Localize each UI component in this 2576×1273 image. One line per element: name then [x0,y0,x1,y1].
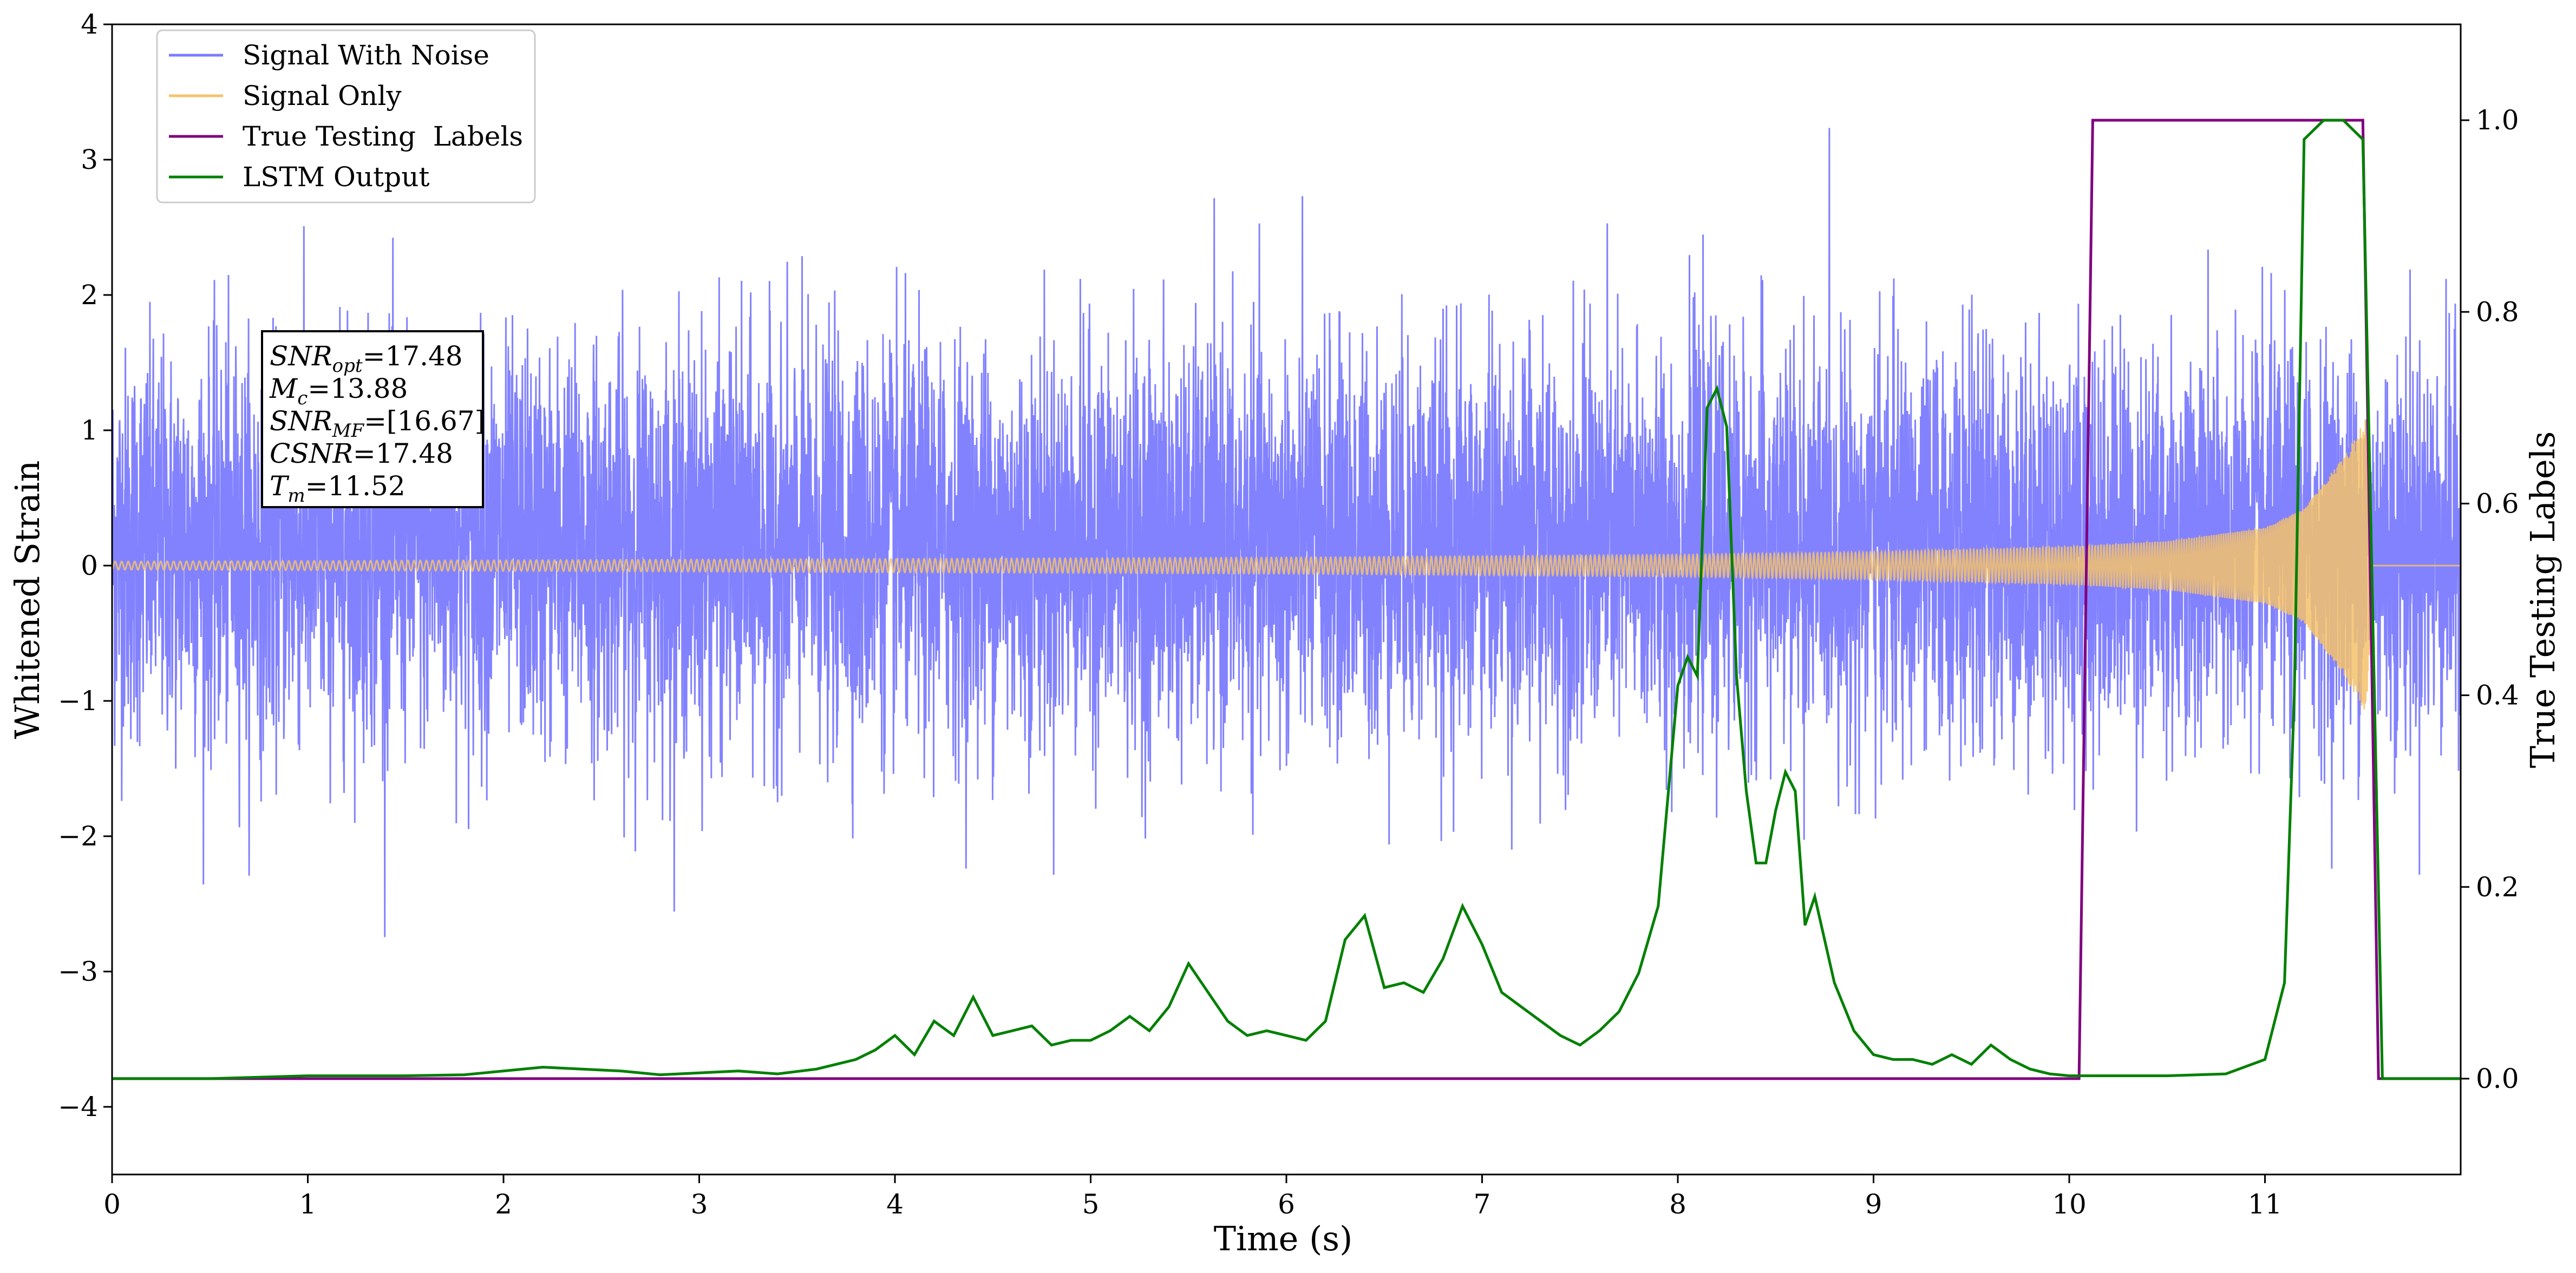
y-right-tick-label: 0.0 [2476,1063,2519,1094]
y-right-tick-label: 0.2 [2476,871,2519,903]
annotation-line-snr-opt: SNRopt=17.48 [270,340,463,377]
x-tick-label: 7 [1474,1189,1491,1220]
legend-label-signal-with-noise: Signal With Noise [243,40,489,71]
x-tick-label: 5 [1082,1189,1100,1220]
legend-label-true-testing-labels: True Testing Labels [243,121,523,152]
x-tick-label: 4 [886,1189,904,1220]
y-tick-label: −2 [58,821,98,852]
y-tick-label: −1 [58,685,98,717]
y-right-tick-label: 1.0 [2476,104,2519,136]
series-signal-only [112,419,2461,710]
x-axis-label: Time (s) [1214,1219,1353,1258]
legend: Signal With Noise Signal Only True Testi… [156,29,536,204]
y-tick-label: −3 [58,956,98,987]
y-axis-label: Whitened Strain [8,461,47,739]
y-right-tick-label: 0.8 [2476,296,2519,327]
signal-only-line [112,419,2461,710]
annotation-line-chirp-mass: Mc=13.88 [269,373,408,409]
y-right-tick-label: 0.4 [2476,680,2519,711]
x-tick-label: 2 [495,1189,512,1220]
y-tick-label: 3 [81,144,98,175]
x-tick-label: 8 [1669,1189,1686,1220]
x-tick-label: 9 [1865,1189,1882,1220]
x-tick-label: 10 [2052,1189,2087,1220]
y-axis-right: 0.0 0.2 0.4 0.6 0.8 1.0 [2461,104,2519,1094]
y-tick-label: −4 [58,1091,98,1123]
y-tick-label: 2 [81,279,98,311]
x-axis: 0 1 2 3 4 5 6 7 8 9 10 11 [103,1174,2282,1220]
y-tick-label: 4 [81,9,98,40]
x-tick-label: 11 [2248,1189,2283,1220]
annotation-line-snr-mf: SNRMF=[16.67] [270,405,485,442]
y-tick-label: 1 [81,415,98,446]
y-right-tick-label: 0.6 [2476,488,2519,519]
legend-label-signal-only: Signal Only [243,80,402,111]
x-tick-label: 3 [691,1189,708,1220]
y-axis-left: −4 −3 −2 −1 0 1 2 3 4 [58,9,112,1123]
lstm-output-line [112,119,2461,1080]
y-tick-label: 0 [81,550,98,581]
parameter-annotation-box: SNRopt=17.48 Mc=13.88 SNRMF=[16.67] CSNR… [261,330,485,508]
annotation-line-csnr: CSNR=17.48 [270,438,453,469]
legend-label-lstm-output: LSTM Output [243,161,429,193]
series-lstm-output [112,119,2461,1080]
y-axis-right-label: True Testing Labels [2523,431,2562,769]
x-tick-label: 1 [299,1189,317,1220]
legend-box [156,29,536,204]
x-tick-label: 0 [103,1189,121,1220]
annotation-line-merger-time: Tm=11.52 [270,470,406,507]
annotation-frame [261,330,484,508]
x-tick-label: 6 [1278,1189,1295,1220]
